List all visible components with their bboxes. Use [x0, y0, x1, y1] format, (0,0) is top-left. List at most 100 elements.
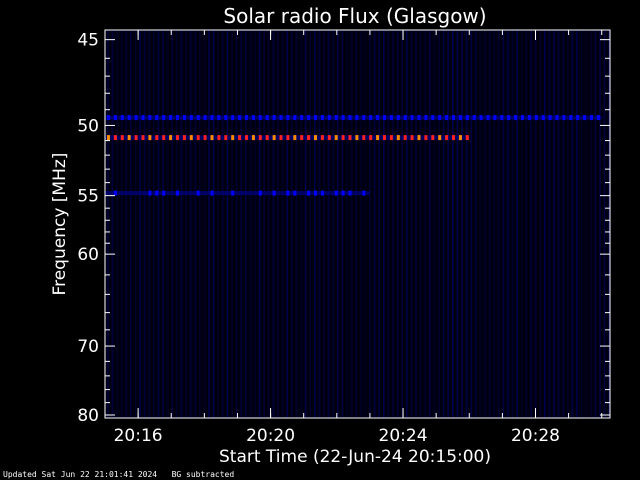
feature-burst [162, 115, 166, 121]
noise-stripe [235, 30, 238, 418]
feature-burst [445, 135, 449, 141]
plot-axes [104, 29, 611, 419]
feature-burst [293, 115, 297, 121]
feature-burst [127, 115, 131, 121]
feature-burst [396, 135, 400, 141]
feature-burst [341, 115, 345, 121]
feature-burst [148, 135, 152, 141]
feature-burst [224, 135, 228, 141]
feature-burst [176, 190, 179, 196]
noise-stripe [484, 30, 486, 418]
noise-stripe [314, 30, 316, 418]
noise-stripe [130, 30, 132, 418]
feature-burst [389, 135, 393, 141]
noise-stripe [116, 30, 118, 418]
feature-burst [396, 115, 400, 121]
feature-burst [293, 135, 297, 141]
feature-burst [155, 115, 159, 121]
feature-burst [383, 135, 386, 141]
noise-stripe [507, 30, 509, 418]
noise-stripe [465, 30, 468, 418]
feature-burst [300, 135, 304, 141]
noise-stripe [337, 30, 339, 418]
noise-stripe [157, 30, 160, 418]
feature-burst [272, 115, 276, 121]
noise-stripe [360, 30, 362, 418]
feature-burst [120, 135, 124, 141]
noise-stripe [111, 30, 114, 418]
feature-burst [486, 115, 490, 121]
spectrogram-heatmap [105, 30, 610, 418]
noise-stripe [456, 30, 459, 418]
noise-stripe [226, 30, 229, 418]
y-tick-label: 60 [77, 245, 99, 265]
noise-stripe [176, 30, 178, 418]
noise-stripe [194, 30, 196, 418]
noise-stripe [107, 30, 109, 418]
feature-burst [465, 135, 469, 141]
feature-burst [500, 115, 504, 121]
feature-burst [403, 115, 407, 121]
noise-stripe [258, 30, 261, 418]
noise-stripe [300, 30, 302, 418]
noise-stripe [585, 30, 587, 418]
axis-ticks: 45 50 55 60 70 80 20:16 20:20 20:24 20:28 [77, 30, 610, 446]
noise-stripe [571, 30, 574, 418]
feature-burst [162, 190, 166, 196]
feature-burst [176, 135, 179, 141]
noise-stripe [139, 30, 141, 418]
noise-stripe [576, 30, 578, 418]
x-tick-label: 20:24 [379, 426, 428, 446]
noise-stripe [498, 30, 500, 418]
noise-stripe [162, 30, 164, 418]
feature-burst [265, 115, 269, 121]
noise-stripe [608, 30, 610, 418]
feature-burst [369, 115, 373, 121]
feature-burst [562, 115, 566, 121]
feature-burst [251, 115, 255, 121]
noise-stripe [392, 30, 394, 418]
noise-stripe [442, 30, 445, 418]
feature-burst [417, 135, 421, 141]
feature-burst [169, 135, 173, 141]
feature-burst [424, 135, 428, 141]
feature-burst [196, 135, 200, 141]
noise-stripe [557, 30, 560, 418]
noise-stripe [516, 30, 518, 418]
feature-burst [155, 190, 159, 196]
noise-stripe [383, 30, 385, 418]
feature-burst [134, 135, 138, 141]
feature-burst [307, 135, 311, 141]
noise-stripe [580, 30, 583, 418]
feature-burst [355, 115, 359, 121]
feature-burst [141, 115, 145, 121]
noise-stripe [332, 30, 334, 418]
noise-stripe [199, 30, 201, 418]
feature-burst [479, 115, 483, 121]
noise-stripe [318, 30, 321, 418]
feature-burst [279, 135, 283, 141]
noise-stripe [148, 30, 150, 418]
noise-stripe [562, 30, 564, 418]
x-axis-label: Start Time (22-Jun-24 20:15:00) [219, 447, 491, 467]
noise-stripe [240, 30, 242, 418]
feature-burst [231, 135, 235, 141]
feature-burst [334, 190, 338, 196]
feature-burst [376, 115, 380, 121]
feature-burst [327, 135, 331, 141]
feature-burst [314, 190, 317, 196]
noise-stripe [539, 30, 541, 418]
noise-stripe [470, 30, 472, 418]
noise-stripe [544, 30, 546, 418]
feature-burst [458, 115, 462, 121]
noise-stripe [599, 30, 601, 418]
feature-burst [507, 115, 511, 121]
feature-burst [176, 115, 179, 121]
noise-stripe [281, 30, 284, 418]
feature-burst [203, 135, 207, 141]
noise-stripe [245, 30, 247, 418]
feature-burst [341, 135, 345, 141]
chart-title: Solar radio Flux (Glasgow) [223, 4, 486, 28]
feature-burst [217, 115, 221, 121]
